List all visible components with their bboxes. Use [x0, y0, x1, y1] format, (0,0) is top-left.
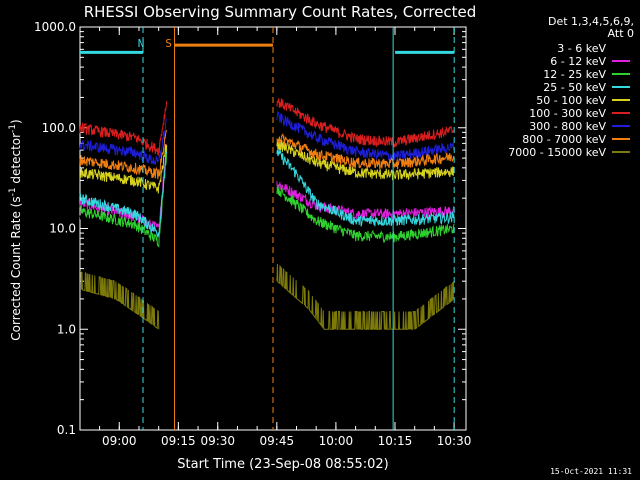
legend-entry-label: 7000 - 15000 keV: [508, 146, 606, 159]
timestamp-footer: 15-Oct-2021 11:31: [550, 467, 632, 476]
y-tick-label: 1000.0: [34, 20, 76, 34]
legend-header: Att 0: [608, 27, 634, 40]
series-line: [79, 144, 168, 194]
series-line: [79, 150, 168, 238]
legend-entry-label: 800 - 7000 keV: [522, 133, 606, 146]
y-tick-label: 1.0: [57, 322, 76, 336]
y-tick-label: 0.1: [57, 423, 76, 437]
legend-entry-label: 6 - 12 keV: [550, 55, 606, 68]
legend-entry-label: 300 - 800 keV: [529, 120, 606, 133]
series-line: [79, 151, 168, 267]
series-line: [79, 101, 168, 156]
series-line: [276, 263, 455, 330]
series-line: [79, 118, 168, 165]
chart-title: RHESSI Observing Summary Count Rates, Co…: [84, 3, 477, 21]
x-tick-label: 09:00: [102, 434, 137, 448]
series-line: [79, 270, 160, 330]
y-tick-labels: 0.1 1.0 10.0 100.0 1000.0: [34, 20, 76, 437]
x-axis-label: Start Time (23-Sep-08 08:55:02): [177, 457, 388, 472]
x-tick-label: 09:45: [260, 434, 295, 448]
x-tick-label: 09:30: [200, 434, 235, 448]
y-tick-label: 10.0: [49, 222, 76, 236]
legend-entry-label: 12 - 25 keV: [543, 68, 606, 81]
y-tick-label: 100.0: [42, 121, 76, 135]
annotation-label: S: [165, 37, 172, 50]
legend-entry-label: 100 - 300 keV: [529, 107, 606, 120]
legend-entry-label: 50 - 100 keV: [536, 94, 606, 107]
x-tick-label: 09:15: [161, 434, 196, 448]
x-tick-label: 10:30: [437, 434, 472, 448]
series-line: [276, 139, 455, 181]
annotation-label: N: [138, 37, 145, 50]
legend-header: Det 1,3,4,5,6,9,: [548, 15, 634, 28]
axis-ticks: [80, 26, 466, 431]
series-layer: [79, 98, 455, 330]
legend-entry-label: 3 - 6 keV: [557, 42, 606, 55]
series-line: [276, 149, 455, 227]
series-line: [276, 133, 455, 170]
x-tick-labels: 09:00 09:15 09:30 09:45 10:00 10:15 10:30: [102, 434, 471, 448]
legend-entry-label: 25 - 50 keV: [543, 81, 606, 94]
series-line: [276, 98, 455, 148]
x-tick-label: 10:15: [378, 434, 413, 448]
series-line: [276, 181, 455, 221]
y-axis-label: Corrected Count Rate (s-1 detector-1): [8, 119, 23, 340]
series-line: [79, 129, 168, 180]
series-line: [79, 148, 168, 248]
series-line: [276, 110, 455, 162]
x-tick-label: 10:00: [319, 434, 354, 448]
series-line: [276, 185, 455, 243]
